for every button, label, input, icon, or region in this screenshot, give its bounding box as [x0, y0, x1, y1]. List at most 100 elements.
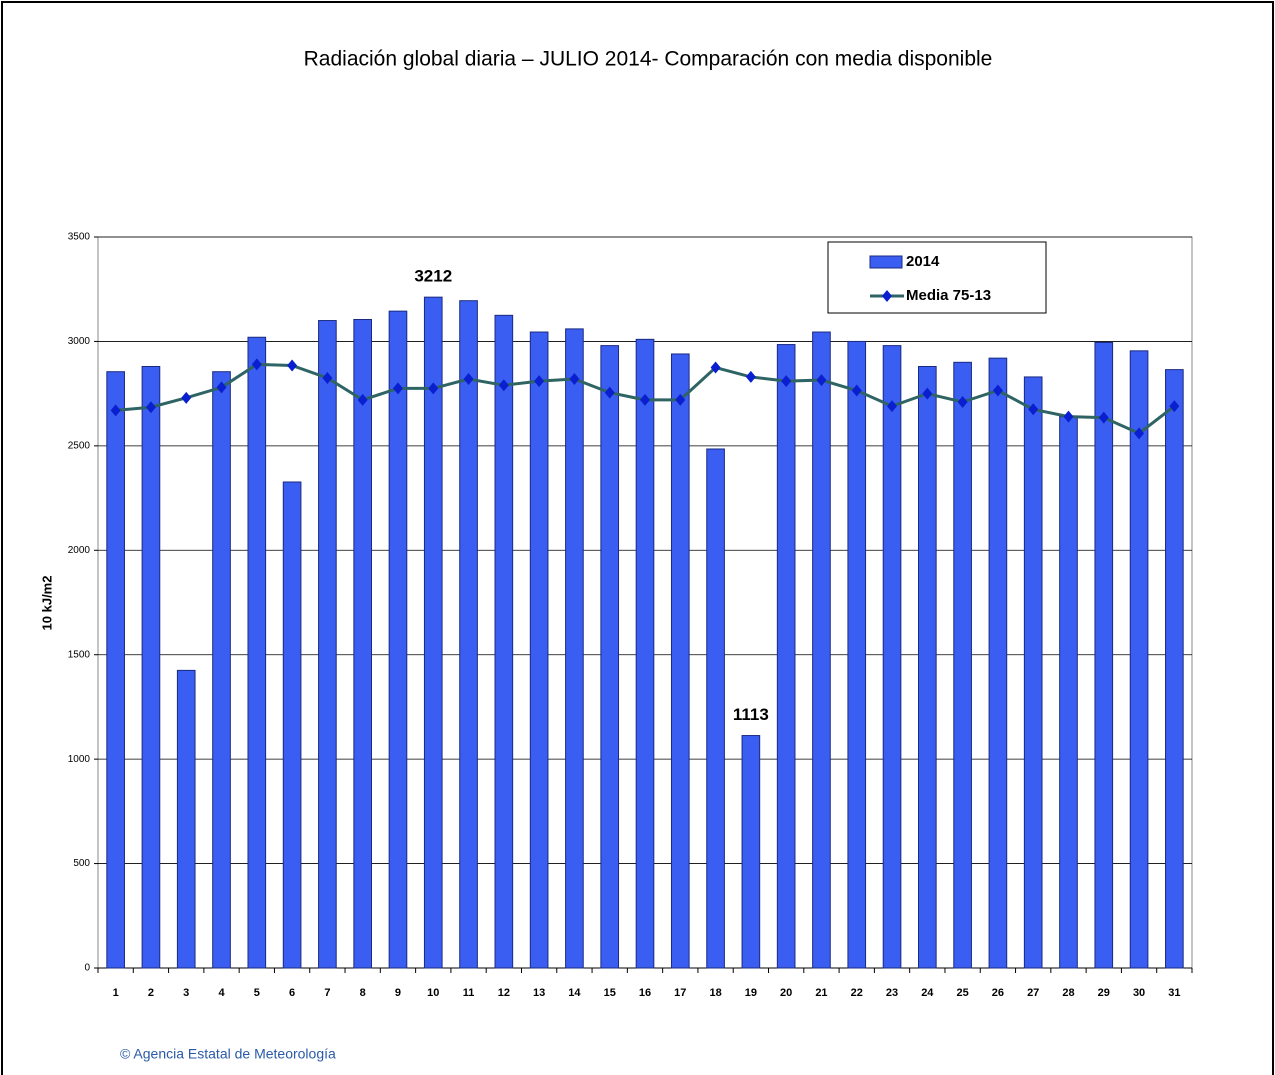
bar	[812, 331, 831, 969]
x-tick-label: 21	[815, 987, 827, 999]
x-tick-label: 26	[992, 987, 1004, 999]
x-tick-label: 1	[113, 987, 119, 999]
x-tick-label: 8	[360, 987, 366, 999]
marker	[145, 401, 156, 414]
bar	[318, 320, 337, 969]
bar	[882, 345, 902, 969]
bar	[353, 318, 372, 969]
x-tick-label: 7	[324, 987, 330, 999]
marker	[851, 384, 862, 397]
bar	[670, 353, 690, 969]
x-tick-label: 25	[956, 987, 968, 999]
bar	[776, 344, 796, 969]
x-tick-label: 14	[568, 987, 581, 999]
data-label: 3212	[414, 267, 452, 286]
marker	[392, 382, 403, 395]
bar	[741, 735, 761, 969]
marker	[181, 391, 192, 404]
marker	[710, 361, 721, 374]
marker	[357, 393, 368, 406]
x-tick-label: 17	[674, 987, 686, 999]
bar	[918, 365, 937, 969]
x-tick-label: 10	[427, 987, 439, 999]
y-axis-label: 10 kJ/m2	[39, 576, 54, 631]
marker	[287, 359, 298, 372]
bar	[176, 669, 196, 969]
bar	[494, 314, 514, 969]
footer: © Agencia Estatal de Meteorología	[120, 1046, 336, 1062]
y-tick-label: 0	[84, 963, 90, 974]
marker	[251, 358, 262, 371]
bar	[600, 345, 620, 969]
marker	[534, 375, 545, 388]
legend-label: 2014	[906, 253, 940, 270]
y-tick-label: 3500	[68, 232, 91, 243]
legend-box	[827, 241, 1047, 314]
bar	[141, 365, 161, 969]
y-tick-label: 2500	[68, 440, 91, 451]
x-tick-label: 4	[218, 987, 225, 999]
bar	[247, 336, 267, 969]
marker	[216, 381, 227, 394]
marker	[322, 371, 333, 384]
marker	[640, 393, 650, 406]
marker	[781, 375, 792, 388]
bar	[1129, 350, 1149, 969]
y-tick-label: 3000	[68, 336, 91, 347]
marker	[1134, 427, 1145, 440]
marker	[816, 374, 827, 387]
marker	[498, 379, 509, 392]
x-tick-label: 22	[851, 987, 863, 999]
marker	[569, 373, 580, 386]
x-tick-label: 24	[921, 987, 934, 999]
data-label: 1113	[733, 705, 769, 724]
x-tick-label: 23	[886, 987, 898, 999]
marker	[675, 393, 686, 406]
bar	[565, 328, 584, 969]
bar	[459, 300, 478, 969]
bar	[1094, 341, 1114, 969]
marker	[887, 400, 898, 413]
x-tick-label: 28	[1062, 987, 1074, 999]
x-tick-label: 31	[1168, 987, 1180, 999]
x-tick-label: 12	[498, 987, 510, 999]
bar	[423, 296, 443, 969]
legend-label: Media 75-13	[906, 287, 991, 304]
y-tick-label: 1000	[68, 754, 91, 765]
bar	[847, 340, 867, 969]
x-tick-label: 9	[395, 987, 401, 999]
bar	[635, 338, 655, 969]
y-tick-label: 1500	[68, 649, 91, 660]
x-tick-label: 15	[604, 987, 616, 999]
marker	[110, 404, 121, 417]
marker	[992, 384, 1003, 397]
bar	[282, 481, 302, 969]
marker	[957, 395, 968, 408]
x-tick-label: 30	[1133, 987, 1145, 999]
x-tick-label: 5	[254, 987, 260, 999]
y-tick-label: 500	[73, 858, 90, 869]
x-tick-label: 18	[709, 987, 721, 999]
x-tick-label: 19	[745, 987, 757, 999]
legend-swatch	[869, 255, 903, 269]
bar	[1059, 416, 1078, 969]
x-tick-label: 11	[463, 987, 475, 999]
bar	[1165, 369, 1184, 969]
marker	[428, 382, 439, 395]
y-tick-label: 2000	[68, 545, 91, 556]
bar	[212, 371, 231, 969]
x-tick-label: 13	[533, 987, 545, 999]
x-tick-label: 6	[289, 987, 295, 999]
marker	[1098, 411, 1109, 424]
x-tick-label: 3	[183, 987, 189, 999]
bar	[1023, 376, 1043, 969]
chart-title: Radiación global diaria – JULIO 2014- Co…	[304, 48, 993, 71]
marker	[1169, 400, 1180, 413]
marker	[604, 386, 615, 399]
x-tick-label: 2	[148, 987, 154, 999]
x-tick-label: 27	[1027, 987, 1039, 999]
marker	[745, 370, 756, 383]
marker	[1028, 403, 1039, 416]
